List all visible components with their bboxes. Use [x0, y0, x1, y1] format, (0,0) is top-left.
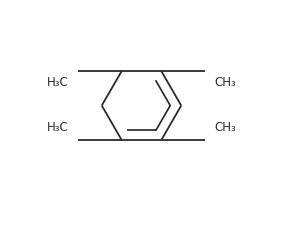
Text: CH₃: CH₃	[214, 76, 236, 89]
Text: CH₃: CH₃	[214, 121, 236, 134]
Text: H₃C: H₃C	[47, 76, 69, 89]
Text: H₃C: H₃C	[47, 121, 69, 134]
